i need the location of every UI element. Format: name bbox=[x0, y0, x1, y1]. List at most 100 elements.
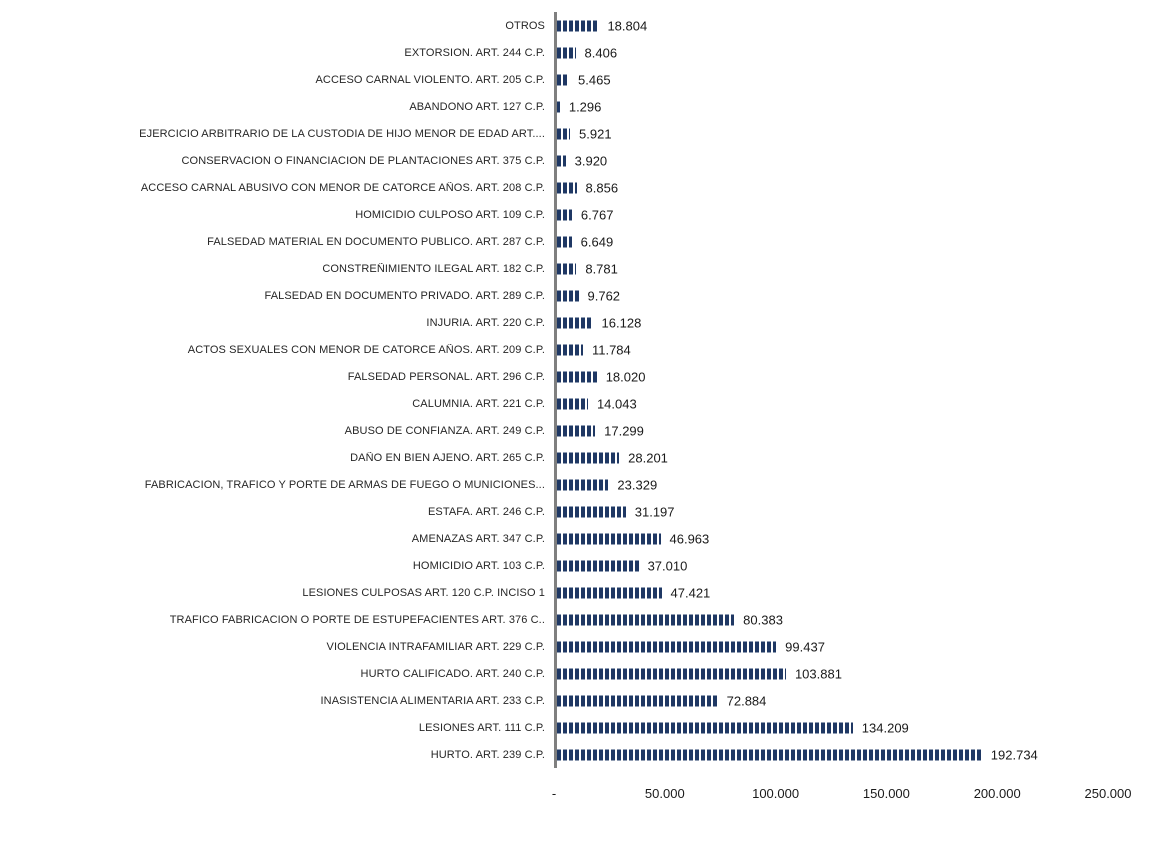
bar bbox=[557, 155, 566, 166]
chart-row: HOMICIDIO ART. 103 C.P. 37.010 bbox=[0, 552, 1152, 579]
row-plot: 9.762 bbox=[554, 282, 1108, 309]
row-plot: 72.884 bbox=[554, 687, 1108, 714]
chart-row: ACCESO CARNAL ABUSIVO CON MENOR DE CATOR… bbox=[0, 174, 1152, 201]
chart-row: VIOLENCIA INTRAFAMILIAR ART. 229 C.P. 99… bbox=[0, 633, 1152, 660]
row-plot: 80.383 bbox=[554, 606, 1108, 633]
category-label: AMENAZAS ART. 347 C.P. bbox=[411, 532, 545, 545]
bar bbox=[557, 722, 853, 733]
category-label: HURTO. ART. 239 C.P. bbox=[430, 748, 545, 761]
chart-row: FALSEDAD EN DOCUMENTO PRIVADO. ART. 289 … bbox=[0, 282, 1152, 309]
row-plot: 17.299 bbox=[554, 417, 1108, 444]
category-label: FALSEDAD PERSONAL. ART. 296 C.P. bbox=[347, 370, 545, 383]
value-label: 8.406 bbox=[584, 45, 618, 60]
value-label: 16.128 bbox=[601, 315, 642, 330]
value-label: 80.383 bbox=[743, 612, 783, 627]
category-label: CONSTREÑIMIENTO ILEGAL ART. 182 C.P. bbox=[322, 262, 545, 275]
value-label: 17.299 bbox=[604, 423, 644, 438]
chart-row: ABANDONO ART. 127 C.P. 1.296 bbox=[0, 93, 1152, 120]
row-plot: 8.781 bbox=[554, 255, 1108, 282]
chart-row: HURTO. ART. 239 C.P. 192.734 bbox=[0, 741, 1152, 768]
bar bbox=[557, 533, 661, 544]
category-label: OTROS bbox=[505, 19, 545, 32]
value-label: 6.649 bbox=[580, 234, 614, 249]
value-label: 9.762 bbox=[587, 288, 621, 303]
row-plot: 14.043 bbox=[554, 390, 1108, 417]
row-plot: 8.856 bbox=[554, 174, 1108, 201]
value-label: 72.884 bbox=[726, 693, 767, 708]
x-tick-label: 100.000 bbox=[752, 786, 800, 801]
value-label: 8.856 bbox=[585, 180, 619, 195]
value-label: 46.963 bbox=[669, 531, 710, 546]
chart-row: EXTORSION. ART. 244 C.P. 8.406 bbox=[0, 39, 1152, 66]
category-label: TRAFICO FABRICACION O PORTE DE ESTUPEFAC… bbox=[169, 613, 545, 626]
row-plot: 99.437 bbox=[554, 633, 1108, 660]
x-tick-label: 150.000 bbox=[862, 786, 910, 801]
row-plot: 18.804 bbox=[554, 12, 1108, 39]
bar bbox=[557, 452, 620, 463]
chart-row: LESIONES ART. 111 C.P. 134.209 bbox=[0, 714, 1152, 741]
row-plot: 23.329 bbox=[554, 471, 1108, 498]
bar bbox=[557, 695, 718, 706]
bar bbox=[557, 614, 735, 625]
category-label: CALUMNIA. ART. 221 C.P. bbox=[412, 397, 545, 410]
row-plot: 18.020 bbox=[554, 363, 1108, 390]
chart-row: AMENAZAS ART. 347 C.P. 46.963 bbox=[0, 525, 1152, 552]
row-plot: 31.197 bbox=[554, 498, 1108, 525]
value-label: 23.329 bbox=[617, 477, 658, 492]
value-label: 103.881 bbox=[794, 666, 842, 681]
row-plot: 37.010 bbox=[554, 552, 1108, 579]
category-label: DAÑO EN BIEN AJENO. ART. 265 C.P. bbox=[350, 451, 545, 464]
bar bbox=[557, 560, 639, 571]
value-label: 47.421 bbox=[670, 585, 711, 600]
chart-row: DAÑO EN BIEN AJENO. ART. 265 C.P. 28.201 bbox=[0, 444, 1152, 471]
category-label: ABANDONO ART. 127 C.P. bbox=[409, 100, 545, 113]
bar bbox=[557, 236, 572, 247]
x-tick-label: 200.000 bbox=[973, 786, 1021, 801]
category-label: FALSEDAD EN DOCUMENTO PRIVADO. ART. 289 … bbox=[264, 289, 545, 302]
bar bbox=[557, 668, 786, 679]
value-label: 3.920 bbox=[574, 153, 608, 168]
bar bbox=[557, 209, 572, 220]
category-label: FALSEDAD MATERIAL EN DOCUMENTO PUBLICO. … bbox=[207, 235, 545, 248]
category-label: INJURIA. ART. 220 C.P. bbox=[426, 316, 545, 329]
bar bbox=[557, 371, 597, 382]
category-label: VIOLENCIA INTRAFAMILIAR ART. 229 C.P. bbox=[326, 640, 545, 653]
row-plot: 1.296 bbox=[554, 93, 1108, 120]
value-label: 28.201 bbox=[628, 450, 668, 465]
category-label: HOMICIDIO ART. 103 C.P. bbox=[412, 559, 545, 572]
category-label: HURTO CALIFICADO. ART. 240 C.P. bbox=[360, 667, 545, 680]
chart-row: CONSERVACION O FINANCIACION DE PLANTACIO… bbox=[0, 147, 1152, 174]
value-label: 192.734 bbox=[990, 747, 1038, 762]
x-tick-label: - bbox=[551, 786, 557, 801]
bar bbox=[557, 587, 662, 598]
value-label: 99.437 bbox=[785, 639, 825, 654]
bar bbox=[557, 479, 609, 490]
value-label: 1.296 bbox=[568, 99, 602, 114]
chart-row: ESTAFA. ART. 246 C.P. 31.197 bbox=[0, 498, 1152, 525]
category-label: EXTORSION. ART. 244 C.P. bbox=[404, 46, 545, 59]
row-plot: 6.649 bbox=[554, 228, 1108, 255]
value-label: 31.197 bbox=[634, 504, 675, 519]
value-label: 6.767 bbox=[580, 207, 614, 222]
bar bbox=[557, 344, 583, 355]
bar bbox=[557, 74, 570, 85]
row-plot: 47.421 bbox=[554, 579, 1108, 606]
bar bbox=[557, 101, 560, 112]
bar bbox=[557, 317, 593, 328]
value-label: 5.921 bbox=[579, 126, 612, 141]
category-label: HOMICIDIO CULPOSO ART. 109 C.P. bbox=[355, 208, 545, 221]
chart-row: HOMICIDIO CULPOSO ART. 109 C.P. 6.767 bbox=[0, 201, 1152, 228]
bar bbox=[557, 263, 577, 274]
category-label: CONSERVACION O FINANCIACION DE PLANTACIO… bbox=[181, 154, 545, 167]
chart-row: INASISTENCIA ALIMENTARIA ART. 233 C.P. 7… bbox=[0, 687, 1152, 714]
chart-row: FALSEDAD PERSONAL. ART. 296 C.P. 18.020 bbox=[0, 363, 1152, 390]
category-label: INASISTENCIA ALIMENTARIA ART. 233 C.P. bbox=[320, 694, 545, 707]
chart-row: INJURIA. ART. 220 C.P. 16.128 bbox=[0, 309, 1152, 336]
row-plot: 134.209 bbox=[554, 714, 1108, 741]
value-label: 11.784 bbox=[591, 342, 631, 357]
value-label: 18.804 bbox=[607, 18, 648, 33]
chart-row: FABRICACION, TRAFICO Y PORTE DE ARMAS DE… bbox=[0, 471, 1152, 498]
category-label: EJERCICIO ARBITRARIO DE LA CUSTODIA DE H… bbox=[139, 127, 545, 140]
x-tick-label: 250.000 bbox=[1084, 786, 1132, 801]
